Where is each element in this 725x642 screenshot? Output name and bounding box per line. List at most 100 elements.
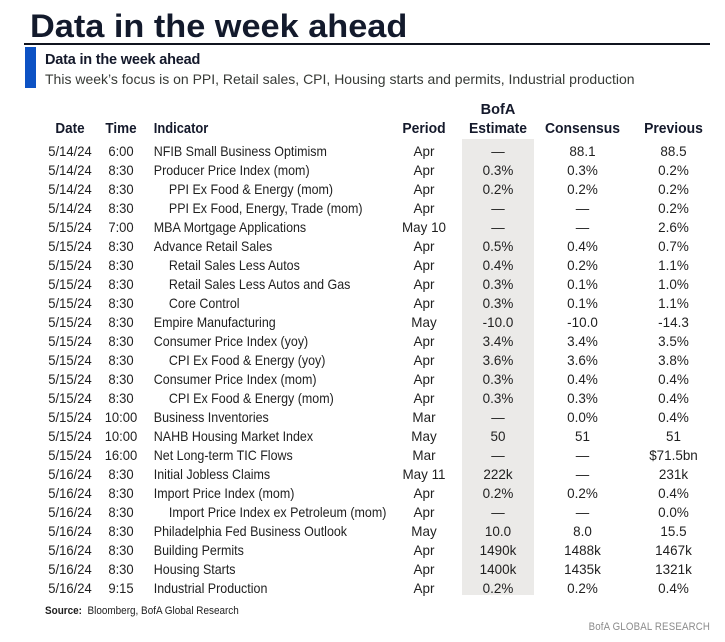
cell-time: 8:30 (108, 371, 134, 387)
cell-period: Mar (412, 409, 436, 425)
column-header-indicator: Indicator (153, 121, 209, 137)
cell-time: 10:00 (104, 409, 138, 425)
cell-previous: 0.4% (658, 390, 689, 406)
cell-time: 10:00 (104, 428, 138, 444)
cell-date: 5/15/24 (48, 409, 92, 425)
cell-estimate: 50 (490, 428, 506, 444)
cell-date: 5/15/24 (48, 295, 92, 311)
cell-time: 8:30 (108, 181, 134, 197)
cell-date: 5/16/24 (48, 523, 92, 539)
source-note: Source: Bloomberg, BofA Global Research (45, 605, 239, 617)
cell-indicator: Producer Price Index (mom) (153, 162, 310, 178)
cell-date: 5/14/24 (48, 200, 92, 216)
table-header-row: Date Time Indicator Period Estimate Cons… (42, 120, 716, 139)
cell-estimate: — (491, 447, 505, 463)
cell-consensus: 0.0% (567, 409, 598, 425)
cell-estimate: 0.3% (482, 295, 514, 311)
cell-indicator: Building Permits (153, 542, 244, 558)
cell-consensus: -10.0 (567, 314, 598, 330)
cell-previous: 1467k (655, 542, 692, 558)
cell-time: 8:30 (108, 295, 134, 311)
table-row: 5/14/24 8:30 PPI Ex Food & Energy (mom) Apr… (42, 180, 716, 199)
cell-time: 7:00 (108, 219, 134, 235)
cell-period: Apr (413, 257, 435, 273)
cell-indicator: NAHB Housing Market Index (153, 428, 314, 444)
table-row: 5/15/24 7:00 MBA Mortgage Applications May … (42, 218, 716, 237)
table-row: 5/15/24 8:30 Retail Sales Less Autos Apr 0.4… (42, 256, 716, 275)
cell-previous: $71.5bn (649, 447, 698, 463)
cell-indicator: Net Long-term TIC Flows (153, 447, 293, 463)
cell-indicator: Business Inventories (153, 409, 269, 425)
cell-period: Apr (413, 200, 435, 216)
cell-previous: 0.7% (658, 238, 689, 254)
cell-indicator: NFIB Small Business Optimism (153, 143, 327, 159)
cell-date: 5/15/24 (48, 390, 92, 406)
cell-time: 8:30 (108, 276, 134, 292)
cell-period: Apr (413, 390, 435, 406)
cell-consensus: — (575, 504, 590, 520)
cell-period: Apr (413, 276, 435, 292)
cell-indicator: Housing Starts (153, 561, 236, 577)
cell-previous: 1321k (655, 561, 692, 577)
table-row: 5/15/24 10:00 NAHB Housing Market Index May… (42, 427, 716, 446)
cell-time: 6:00 (108, 143, 134, 159)
cell-time: 8:30 (108, 200, 134, 216)
cell-estimate: 1490k (479, 542, 517, 558)
cell-date: 5/15/24 (48, 428, 92, 444)
cell-date: 5/15/24 (48, 276, 92, 292)
cell-estimate: — (491, 219, 505, 235)
table-row: 5/16/24 8:30 Philadelphia Fed Business Out… (42, 522, 716, 541)
cell-date: 5/16/24 (48, 485, 92, 501)
cell-date: 5/16/24 (48, 504, 92, 520)
table-row: 5/16/24 8:30 Import Price Index ex Petrole… (42, 503, 716, 522)
cell-indicator: Consumer Price Index (mom) (153, 371, 317, 387)
cell-date: 5/14/24 (48, 181, 92, 197)
cell-previous: 2.6% (658, 219, 689, 235)
cell-consensus: — (575, 219, 590, 235)
column-header-consensus: Consensus (544, 121, 621, 137)
cell-date: 5/15/24 (48, 352, 92, 368)
table-body: 5/14/24 6:00 NFIB Small Business Optimism A… (42, 142, 716, 598)
cell-period: May 10 (401, 219, 447, 235)
table-row: 5/15/24 8:30 Consumer Price Index (yoy) Apr… (42, 332, 716, 351)
cell-estimate: 0.3% (482, 276, 514, 292)
cell-previous: 1.1% (658, 295, 689, 311)
exhibit-description: This week’s focus is on PPI, Retail sale… (45, 71, 635, 87)
cell-consensus: — (575, 200, 590, 216)
column-header-estimate: Estimate (468, 121, 528, 137)
cell-previous: 51 (666, 428, 681, 444)
cell-date: 5/15/24 (48, 314, 92, 330)
cell-previous: 0.4% (658, 409, 689, 425)
cell-period: Apr (413, 352, 435, 368)
cell-indicator: Consumer Price Index (yoy) (153, 333, 309, 349)
cell-time: 9:15 (108, 580, 134, 596)
cell-consensus: 1488k (564, 542, 601, 558)
estimate-column-highlight (462, 139, 534, 595)
cell-indicator: CPI Ex Food & Energy (yoy) (168, 352, 326, 368)
table-row: 5/16/24 8:30 Import Price Index (mom) Apr 0.… (42, 484, 716, 503)
cell-previous: 0.2% (658, 181, 689, 197)
cell-consensus: 3.6% (567, 352, 598, 368)
cell-time: 8:30 (108, 257, 134, 273)
cell-estimate: — (491, 409, 505, 425)
cell-period: Apr (413, 295, 435, 311)
table-row: 5/15/24 8:30 Core Control Apr 0.3% 0.1% 1.1% (42, 294, 716, 313)
cell-previous: 0.4% (658, 580, 689, 596)
table-row: 5/15/24 8:30 CPI Ex Food & Energy (mom) Apr… (42, 389, 716, 408)
cell-period: Mar (412, 447, 436, 463)
cell-indicator: Import Price Index (mom) (153, 485, 295, 501)
cell-estimate: — (491, 200, 505, 216)
cell-period: Apr (413, 162, 435, 178)
cell-consensus: 0.1% (567, 295, 598, 311)
table-row: 5/15/24 8:30 Empire Manufacturing May -10.0 -… (42, 313, 716, 332)
cell-previous: 0.2% (658, 200, 689, 216)
cell-indicator: PPI Ex Food, Energy, Trade (mom) (168, 200, 363, 216)
cell-date: 5/15/24 (48, 371, 92, 387)
cell-date: 5/16/24 (48, 561, 92, 577)
cell-consensus: — (575, 447, 590, 463)
cell-date: 5/15/24 (48, 333, 92, 349)
cell-consensus: 51 (575, 428, 590, 444)
cell-period: May (411, 428, 437, 444)
cell-time: 8:30 (108, 352, 134, 368)
cell-indicator: Empire Manufacturing (153, 314, 276, 330)
